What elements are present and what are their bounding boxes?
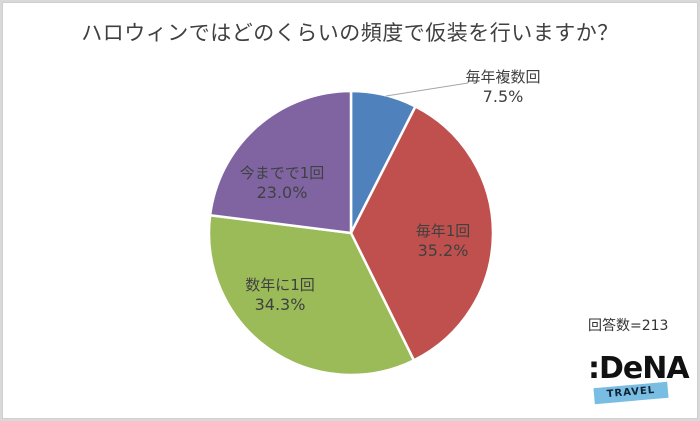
label-percent: 7.5%: [482, 87, 524, 106]
leader-line: [385, 82, 469, 97]
chart-title: ハロウィンではどのくらいの頻度で仮装を行いますか？: [81, 21, 619, 45]
dena-travel-logo: :DeNA TRAVEL: [588, 351, 690, 409]
logo-text: :DeNA: [588, 351, 690, 386]
label-multiple-per-year: 毎年複数回 7.5%: [458, 67, 548, 107]
label-category: 数年に1回: [245, 276, 315, 294]
label-category: 今までで1回: [239, 164, 325, 182]
label-once-every-few-years: 数年に1回 34.3%: [230, 275, 330, 315]
label-percent: 35.2%: [417, 241, 469, 260]
slice-once-ever: [208, 89, 353, 235]
label-once-ever: 今までで1回 23.0%: [227, 163, 337, 203]
slice-once-per-year: [349, 104, 495, 362]
label-category: 毎年1回: [415, 222, 471, 240]
label-category: 毎年複数回: [465, 68, 541, 86]
pie-chart: [207, 82, 495, 377]
label-percent: 34.3%: [254, 295, 306, 314]
slice-once-every-few-years: [207, 213, 416, 377]
respondent-count: 回答数=213: [588, 318, 669, 334]
label-once-per-year: 毎年1回 35.2%: [398, 221, 488, 261]
label-percent: 23.0%: [256, 183, 308, 202]
